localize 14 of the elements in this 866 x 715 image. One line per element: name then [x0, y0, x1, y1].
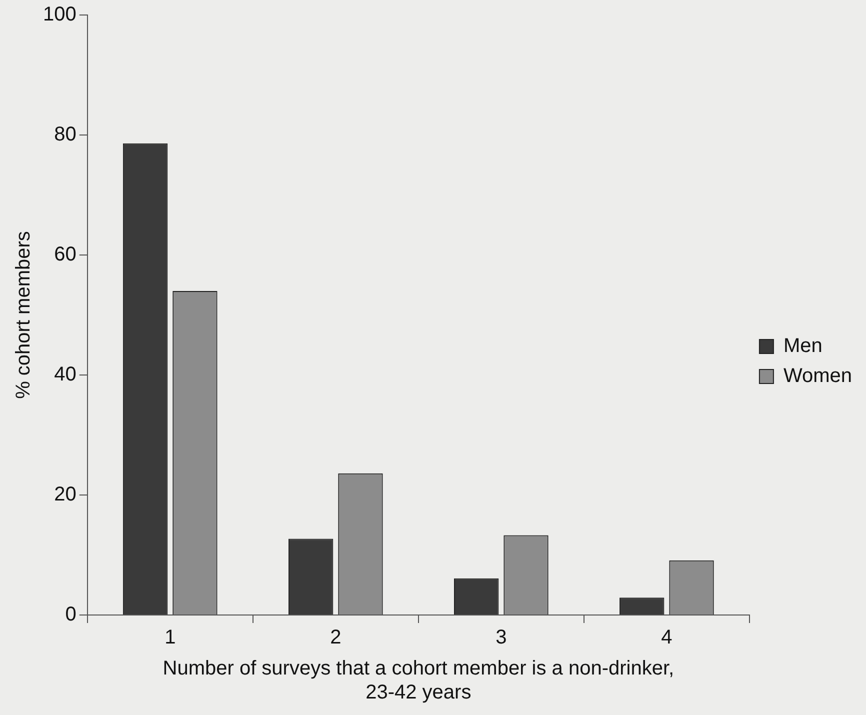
y-tick-label: 100 — [42, 4, 76, 26]
y-tick-label: 20 — [54, 484, 76, 506]
x-tick-label: 3 — [496, 626, 507, 649]
x-tick-label: 1 — [164, 626, 176, 649]
y-tick-label: 60 — [54, 244, 76, 266]
x-tick-label: 4 — [661, 626, 672, 649]
legend-label: Men — [783, 335, 822, 358]
x-tick-label: 2 — [330, 626, 342, 649]
y-tick-label: 80 — [54, 124, 76, 146]
y-tick-label: 40 — [54, 364, 76, 386]
y-tick-label: 0 — [65, 604, 76, 626]
x-axis-title: Number of surveys that a cohort member is a non-drinker, 23-42 years — [162, 658, 674, 704]
legend-label: Women — [783, 365, 852, 388]
y-axis-title: % cohort members — [12, 231, 35, 399]
